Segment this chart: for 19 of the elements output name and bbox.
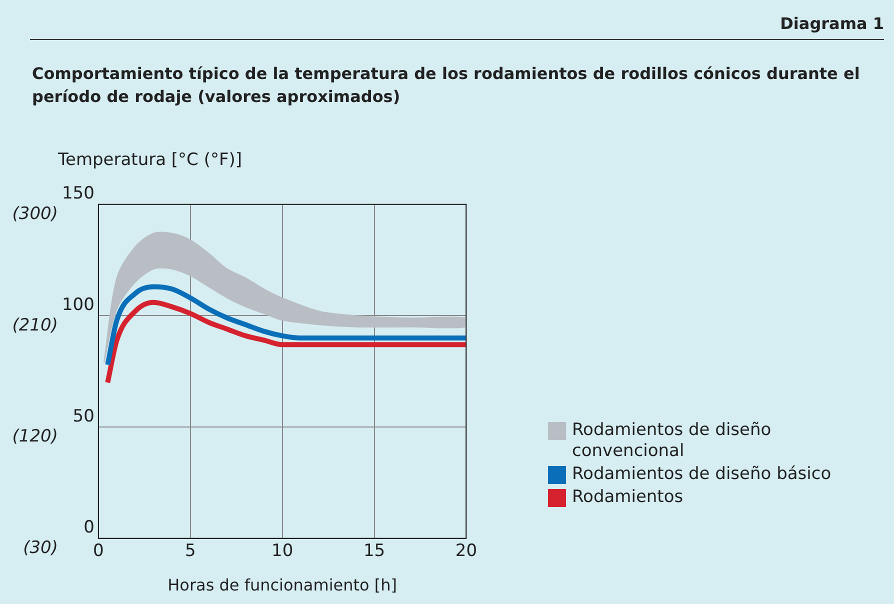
y2-tick-label: (120) — [12, 426, 58, 447]
x-tick-label: 15 — [363, 541, 386, 562]
legend-label: Rodamientos de diseño convencional — [572, 420, 772, 462]
y-axis-title: Temperatura [°C (°F)] — [58, 150, 242, 170]
chart-title: Comportamiento típico de la temperatura de los rodamientos de rodillos cónicos durante el período de rodaje (valores aproximados) — [32, 63, 861, 108]
x-tick-label: 20 — [455, 541, 478, 562]
y-tick-label: 0 — [84, 518, 94, 538]
text: Diagrama 1 — [30, 14, 884, 40]
y2-tick-label: (30) — [23, 538, 58, 558]
y2-tick-label: (210) — [12, 315, 58, 336]
y2-tick-label: (300) — [12, 204, 58, 224]
legend-label: Rodamientos — [572, 487, 684, 508]
y-tick-label: 150 — [62, 184, 94, 204]
legend-label: Rodamientos de diseño básico — [572, 464, 832, 485]
x-tick-label: 10 — [271, 541, 294, 562]
x-axis-title: Horas de funcionamiento [h] — [168, 576, 398, 595]
y-tick-label: 50 — [72, 406, 94, 426]
y-tick-label: 100 — [62, 294, 94, 315]
x-tick-label: 5 — [184, 541, 196, 562]
